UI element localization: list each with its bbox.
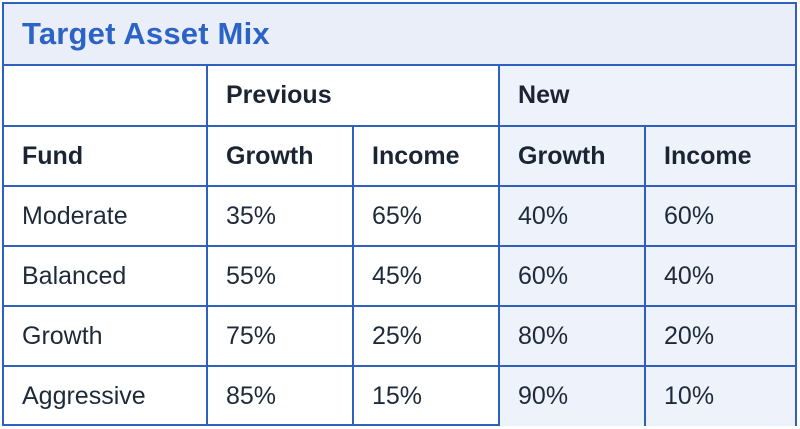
- table-title: Target Asset Mix: [22, 16, 270, 51]
- previous-growth-cell: 35%: [207, 186, 354, 247]
- group-header-new: New: [499, 66, 795, 127]
- previous-growth-cell: 85%: [207, 366, 354, 426]
- column-header-previous-growth: Growth: [207, 126, 354, 187]
- table-row: Balanced 55% 45% 60% 40%: [4, 246, 795, 307]
- title-bar: Target Asset Mix: [4, 4, 795, 66]
- fund-name-cell: Growth: [4, 306, 208, 367]
- table-row: Moderate 35% 65% 40% 60%: [4, 186, 795, 247]
- new-growth-cell: 40%: [499, 186, 647, 247]
- previous-income-cell: 45%: [353, 246, 501, 307]
- fund-name-cell: Balanced: [4, 246, 208, 307]
- table-row: Aggressive 85% 15% 90% 10%: [4, 366, 795, 426]
- previous-income-cell: 15%: [353, 366, 501, 426]
- previous-growth-cell: 55%: [207, 246, 354, 307]
- new-growth-cell: 90%: [499, 366, 647, 426]
- new-growth-cell: 60%: [499, 246, 647, 307]
- group-header-empty: [4, 66, 208, 127]
- column-header-fund: Fund: [4, 126, 208, 187]
- column-header-new-income: Income: [645, 126, 795, 187]
- group-header-previous: Previous: [207, 66, 501, 127]
- column-header-row: Fund Growth Income Growth Income: [4, 126, 795, 187]
- asset-mix-table: Previous New Fund Growth Income Growth I…: [4, 66, 795, 426]
- previous-income-cell: 25%: [353, 306, 501, 367]
- new-income-cell: 40%: [645, 246, 795, 307]
- table-row: Growth 75% 25% 80% 20%: [4, 306, 795, 367]
- new-growth-cell: 80%: [499, 306, 647, 367]
- previous-income-cell: 65%: [353, 186, 501, 247]
- new-income-cell: 60%: [645, 186, 795, 247]
- column-header-new-growth: Growth: [499, 126, 647, 187]
- group-header-row: Previous New: [4, 66, 795, 127]
- previous-growth-cell: 75%: [207, 306, 354, 367]
- new-income-cell: 20%: [645, 306, 795, 367]
- new-income-cell: 10%: [645, 366, 795, 426]
- column-header-previous-income: Income: [353, 126, 501, 187]
- fund-name-cell: Moderate: [4, 186, 208, 247]
- fund-name-cell: Aggressive: [4, 366, 208, 426]
